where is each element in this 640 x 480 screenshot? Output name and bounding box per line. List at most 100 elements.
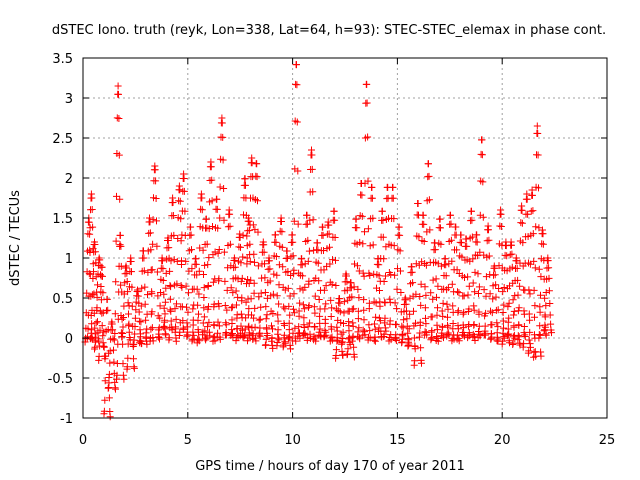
data-point bbox=[251, 323, 259, 331]
data-point bbox=[351, 260, 358, 268]
data-point bbox=[89, 275, 97, 282]
data-point bbox=[464, 273, 472, 281]
data-point bbox=[514, 291, 522, 299]
data-point bbox=[520, 323, 528, 330]
data-point bbox=[337, 330, 345, 338]
data-point bbox=[286, 311, 294, 319]
data-point bbox=[148, 266, 156, 274]
data-point bbox=[333, 327, 341, 335]
data-point bbox=[436, 215, 444, 223]
data-point bbox=[475, 328, 482, 335]
data-point bbox=[334, 336, 342, 344]
data-point bbox=[328, 304, 336, 312]
data-point bbox=[200, 284, 208, 292]
data-point bbox=[441, 255, 449, 263]
data-point bbox=[509, 296, 517, 304]
data-point bbox=[408, 268, 416, 276]
data-point bbox=[216, 214, 224, 222]
data-point bbox=[265, 257, 273, 265]
data-point bbox=[458, 253, 466, 261]
data-point bbox=[503, 252, 511, 260]
data-point bbox=[278, 243, 286, 251]
data-point bbox=[519, 239, 527, 247]
data-point bbox=[468, 233, 476, 241]
data-point bbox=[485, 226, 492, 234]
data-point bbox=[412, 260, 420, 268]
data-point bbox=[494, 323, 502, 331]
data-point bbox=[304, 323, 312, 331]
data-point bbox=[525, 347, 533, 355]
data-point bbox=[380, 255, 388, 263]
data-point bbox=[399, 331, 407, 338]
data-point bbox=[476, 248, 484, 256]
data-point bbox=[194, 301, 202, 309]
data-point bbox=[433, 311, 441, 319]
data-point bbox=[98, 322, 106, 330]
data-point bbox=[471, 288, 479, 296]
data-point bbox=[409, 279, 417, 287]
data-point bbox=[444, 305, 452, 313]
data-point bbox=[366, 327, 374, 335]
data-point bbox=[233, 311, 241, 319]
data-point bbox=[485, 236, 493, 244]
data-point bbox=[125, 310, 132, 318]
data-point bbox=[199, 246, 207, 254]
data-point bbox=[164, 237, 172, 244]
data-point bbox=[461, 274, 468, 281]
data-point bbox=[536, 308, 544, 316]
data-point bbox=[527, 207, 535, 215]
data-point bbox=[539, 240, 547, 248]
data-point bbox=[300, 314, 308, 322]
data-point bbox=[491, 271, 499, 279]
data-point bbox=[330, 207, 338, 215]
data-point bbox=[290, 290, 298, 298]
data-point bbox=[518, 219, 526, 227]
data-point bbox=[417, 280, 425, 288]
data-point bbox=[433, 321, 441, 329]
data-point bbox=[449, 302, 457, 310]
data-point bbox=[250, 250, 258, 258]
data-point bbox=[270, 270, 278, 278]
y-tick-label: 1 bbox=[65, 252, 73, 267]
data-point bbox=[91, 338, 99, 346]
data-point bbox=[138, 284, 146, 292]
data-point bbox=[194, 335, 202, 343]
data-point bbox=[375, 324, 383, 332]
y-tick-label: 0 bbox=[65, 332, 73, 347]
data-point bbox=[470, 306, 478, 314]
data-point bbox=[288, 231, 296, 239]
data-point bbox=[464, 332, 472, 340]
data-point bbox=[142, 316, 150, 324]
data-point bbox=[147, 325, 155, 333]
data-point bbox=[242, 298, 250, 306]
data-point bbox=[443, 300, 451, 308]
data-point bbox=[311, 292, 319, 300]
data-point bbox=[418, 258, 426, 266]
y-tick-label: 0.5 bbox=[52, 292, 73, 307]
data-point bbox=[201, 261, 209, 269]
data-point bbox=[260, 241, 268, 249]
data-point bbox=[184, 323, 192, 331]
data-point bbox=[392, 337, 400, 344]
data-point bbox=[157, 289, 164, 296]
data-point bbox=[520, 340, 528, 348]
data-point bbox=[204, 305, 212, 313]
data-point bbox=[468, 207, 475, 215]
data-point bbox=[289, 238, 297, 246]
data-point bbox=[279, 263, 287, 271]
data-point bbox=[226, 240, 234, 248]
data-point bbox=[392, 320, 400, 328]
data-point bbox=[354, 285, 362, 293]
data-point bbox=[178, 257, 185, 265]
data-point bbox=[89, 223, 97, 231]
data-point bbox=[184, 308, 192, 316]
data-point bbox=[177, 237, 185, 245]
data-point bbox=[120, 314, 127, 321]
x-tick-label: 10 bbox=[284, 433, 301, 448]
data-point bbox=[354, 315, 362, 323]
data-point bbox=[393, 305, 401, 313]
data-point bbox=[438, 329, 446, 337]
data-point bbox=[183, 319, 191, 327]
data-point bbox=[465, 322, 472, 330]
data-point bbox=[372, 299, 380, 307]
